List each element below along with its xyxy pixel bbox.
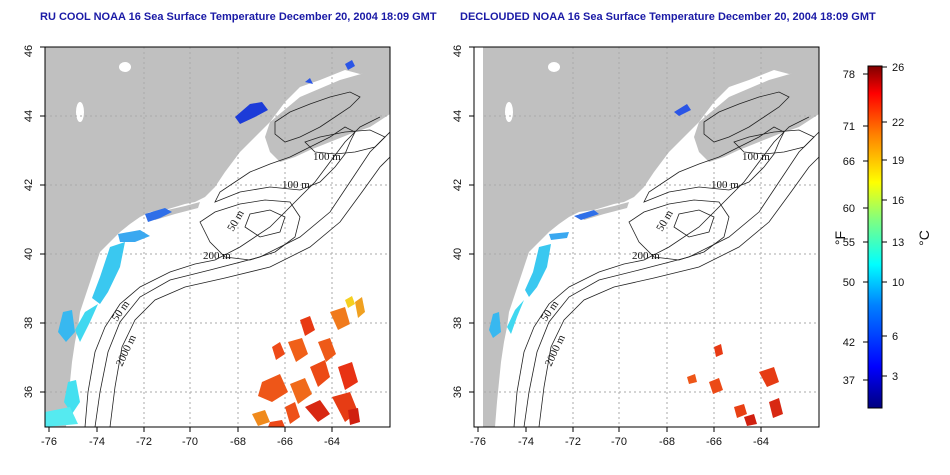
x-tick-label: -72	[565, 436, 581, 448]
left-map-title: RU COOL NOAA 16 Sea Surface Temperature …	[40, 11, 437, 23]
bathymetry-contours	[84, 91, 390, 427]
graticule	[483, 47, 819, 427]
colorbar-gradient	[867, 65, 883, 409]
ru-cool-sst-map-svg: 100 m 100 m 50 m 200 m 50 m 2000 m	[23, 45, 391, 448]
x-tick-label: -66	[277, 436, 293, 448]
x-tick-label: -64	[753, 436, 769, 448]
x-tick-label: -76	[470, 436, 486, 448]
contour-label: 100 m	[711, 179, 739, 191]
fahrenheit-labels: 78 71 66 60 55 50 42 37	[843, 69, 855, 387]
map-frame	[44, 46, 391, 428]
fahrenheit-tick: 66	[843, 156, 855, 168]
x-tick-label: -64	[324, 436, 340, 448]
x-axis-tick-labels: -76 -74 -72 -70 -68 -66 -64	[41, 436, 340, 448]
x-tick-label: -68	[230, 436, 246, 448]
y-axis-tick-labels: 36 38 40 42 44 46	[23, 45, 35, 398]
x-tick-label: -70	[182, 436, 198, 448]
y-tick-label: 44	[23, 110, 35, 122]
land-mass	[45, 47, 390, 427]
celsius-tick: 3	[892, 371, 898, 383]
celsius-tick: 10	[892, 277, 904, 289]
colorbar-ticks	[863, 66, 887, 381]
y-tick-label: 42	[23, 179, 35, 191]
contour-label: 200 m	[632, 250, 660, 262]
y-tick-label: 40	[23, 248, 35, 260]
declouded-sst-map-svg: 100 m 100 m 50 m 200 m 50 m 2000 m	[452, 45, 820, 448]
y-tick-label: 38	[452, 317, 464, 329]
x-tick-label: -72	[136, 436, 152, 448]
celsius-unit-label: °C	[916, 230, 932, 246]
ru-cool-sst-map: 100 m 100 m 50 m 200 m 50 m 2000 m	[0, 42, 420, 472]
colorbar-svg: 78 71 66 60 55 50 42 37 26 22 19 16 13 1…	[832, 62, 932, 409]
temperature-colorbar: 78 71 66 60 55 50 42 37 26 22 19 16 13 1…	[825, 60, 945, 420]
land-mass	[483, 47, 819, 427]
fahrenheit-tick: 42	[843, 337, 855, 349]
celsius-tick: 26	[892, 62, 904, 74]
celsius-tick: 19	[892, 155, 904, 167]
celsius-tick: 22	[892, 117, 904, 129]
sst-coastal-cold	[489, 104, 691, 338]
axis-ticks	[40, 46, 333, 432]
contour-label: 100 m	[282, 179, 310, 191]
fahrenheit-tick: 78	[843, 69, 855, 81]
y-tick-label: 36	[23, 386, 35, 398]
x-tick-label: -74	[518, 436, 534, 448]
contour-label: 100 m	[313, 151, 341, 163]
map-frame	[473, 46, 820, 428]
lake	[76, 102, 84, 122]
nova-scotia-land	[694, 70, 819, 162]
bathymetry-contours	[513, 91, 820, 427]
sst-coastal-cold	[45, 60, 355, 427]
right-map-title: DECLOUDED NOAA 16 Sea Surface Temperatur…	[460, 11, 876, 23]
y-tick-label: 38	[23, 317, 35, 329]
x-tick-label: -66	[706, 436, 722, 448]
celsius-tick: 16	[892, 195, 904, 207]
y-tick-label: 40	[452, 248, 464, 260]
lake	[548, 62, 560, 72]
x-axis-tick-labels: -76 -74 -72 -70 -68 -66 -64	[470, 436, 769, 448]
declouded-sst-map: 100 m 100 m 50 m 200 m 50 m 2000 m	[420, 42, 840, 472]
axis-ticks	[469, 46, 762, 432]
y-tick-label: 36	[452, 386, 464, 398]
contour-label: 200 m	[203, 250, 231, 262]
nova-scotia-land	[265, 70, 390, 162]
y-tick-label: 46	[452, 45, 464, 57]
fahrenheit-tick: 55	[843, 237, 855, 249]
y-tick-label: 42	[452, 179, 464, 191]
celsius-tick: 6	[892, 331, 898, 343]
fahrenheit-tick: 60	[843, 203, 855, 215]
fahrenheit-unit-label: °F	[832, 231, 848, 245]
fahrenheit-tick: 71	[843, 121, 855, 133]
y-tick-label: 44	[452, 110, 464, 122]
x-tick-label: -74	[89, 436, 105, 448]
contour-label: 100 m	[742, 151, 770, 163]
fahrenheit-tick: 37	[843, 375, 855, 387]
celsius-labels: 26 22 19 16 13 10 6 3	[892, 62, 904, 383]
lake	[119, 62, 131, 72]
y-axis-tick-labels: 36 38 40 42 44 46	[452, 45, 464, 398]
celsius-tick: 13	[892, 237, 904, 249]
x-tick-label: -68	[659, 436, 675, 448]
x-tick-label: -76	[41, 436, 57, 448]
sst-offshore-warm	[687, 344, 783, 426]
lake	[505, 102, 513, 122]
sst-offshore-warm	[252, 296, 365, 427]
fahrenheit-tick: 50	[843, 277, 855, 289]
x-tick-label: -70	[611, 436, 627, 448]
y-tick-label: 46	[23, 45, 35, 57]
